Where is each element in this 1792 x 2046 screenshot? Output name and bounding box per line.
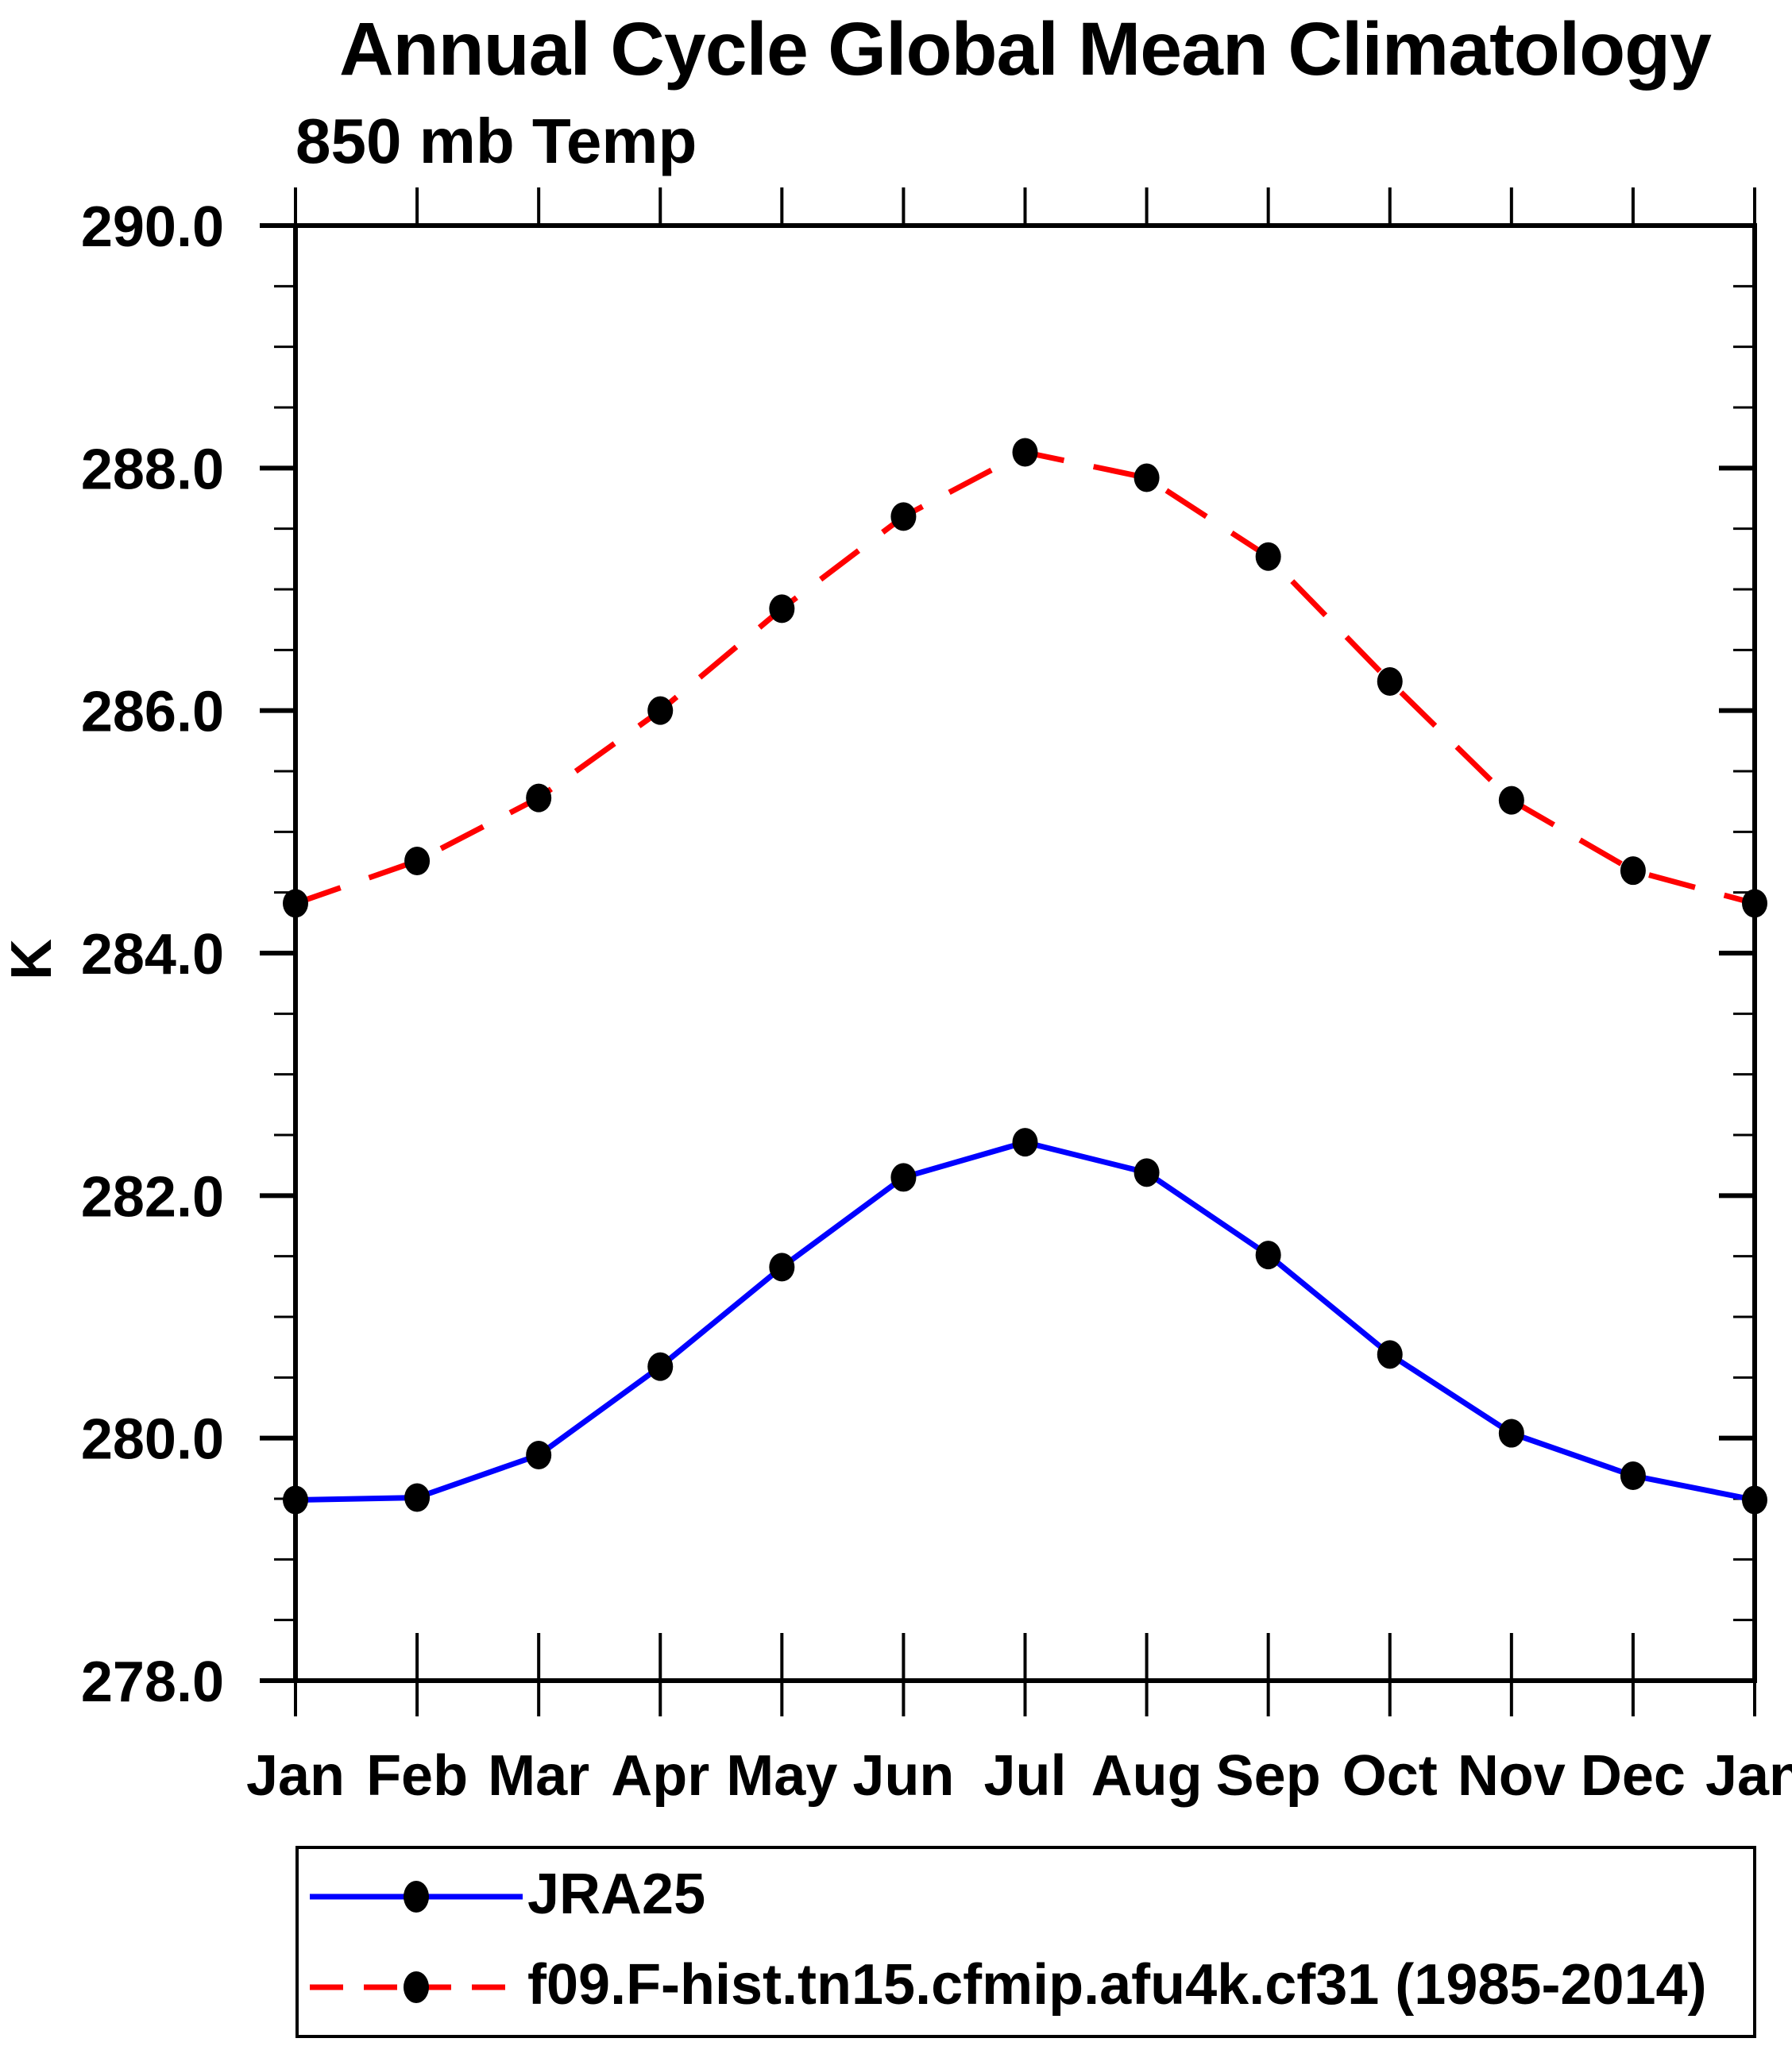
x-tick-label: May bbox=[726, 1744, 837, 1808]
data-point-marker bbox=[1255, 542, 1281, 571]
data-point-marker bbox=[1377, 1340, 1403, 1369]
y-axis-label: K bbox=[0, 939, 64, 980]
legend-label-jra25: JRA25 bbox=[527, 1863, 706, 1926]
y-tick-label: 284.0 bbox=[81, 923, 224, 986]
x-tick-label: Nov bbox=[1458, 1744, 1566, 1808]
x-tick-label: Jan bbox=[246, 1744, 345, 1808]
x-tick-label: Feb bbox=[366, 1744, 468, 1808]
y-tick-label: 290.0 bbox=[81, 195, 224, 259]
x-tick-label: Oct bbox=[1342, 1744, 1438, 1808]
data-point-marker bbox=[1012, 438, 1038, 467]
data-point-marker bbox=[890, 1163, 917, 1192]
data-point-marker bbox=[1620, 856, 1646, 886]
legend-sample-marker bbox=[404, 1971, 429, 2003]
x-tick-label: Jun bbox=[852, 1744, 954, 1808]
data-point-marker bbox=[526, 783, 552, 813]
y-tick-label: 278.0 bbox=[81, 1650, 224, 1714]
data-point-marker bbox=[769, 594, 795, 623]
data-point-marker bbox=[769, 1253, 795, 1282]
legend-sample-line-jra25 bbox=[310, 1881, 523, 1913]
data-point-marker bbox=[526, 1441, 552, 1470]
y-tick-label: 288.0 bbox=[81, 438, 224, 501]
data-point-marker bbox=[1742, 889, 1767, 918]
data-point-marker bbox=[404, 846, 431, 875]
data-point-marker bbox=[647, 696, 674, 725]
chart-title: Annual Cycle Global Mean Climatology bbox=[338, 7, 1712, 91]
data-point-marker bbox=[1498, 1419, 1524, 1448]
y-tick-label: 282.0 bbox=[81, 1165, 224, 1229]
x-tick-label: Jul bbox=[983, 1744, 1066, 1808]
legend-item-jra25: JRA25 bbox=[305, 1857, 1753, 1936]
data-point-marker bbox=[890, 502, 917, 531]
legend-box: JRA25 f09.F-hist.tn15.cfmip.afu4k.cf31 (… bbox=[295, 1846, 1756, 2038]
data-point-marker bbox=[1134, 1158, 1160, 1187]
data-point-marker bbox=[1620, 1461, 1646, 1490]
data-point-marker bbox=[283, 1485, 308, 1515]
y-tick-label: 280.0 bbox=[81, 1408, 224, 1472]
x-tick-label: Mar bbox=[488, 1744, 589, 1808]
x-tick-label: Dec bbox=[1581, 1744, 1686, 1808]
x-tick-label: Aug bbox=[1091, 1744, 1203, 1808]
series-line-f09 bbox=[294, 449, 1755, 906]
data-point-marker bbox=[404, 1483, 431, 1512]
legend-sample-line-f09 bbox=[310, 1971, 523, 2003]
data-point-marker bbox=[1255, 1241, 1281, 1270]
data-point-marker bbox=[1012, 1128, 1038, 1157]
x-tick-label: Jan bbox=[1705, 1744, 1792, 1808]
data-point-marker bbox=[1134, 463, 1160, 492]
series-line-jra25 bbox=[295, 1139, 1755, 1503]
x-tick-label: Sep bbox=[1216, 1744, 1321, 1808]
data-point-marker bbox=[647, 1352, 674, 1381]
y-tick-label: 286.0 bbox=[81, 681, 224, 744]
data-point-marker bbox=[1742, 1485, 1767, 1515]
data-point-marker bbox=[1498, 786, 1524, 815]
data-point-marker bbox=[1377, 667, 1403, 697]
data-point-marker bbox=[283, 889, 308, 918]
chart-subtitle: 850 mb Temp bbox=[295, 106, 697, 176]
legend-sample-marker bbox=[404, 1881, 429, 1913]
legend-label-f09: f09.F-hist.tn15.cfmip.afu4k.cf31 (1985-2… bbox=[527, 1953, 1707, 2017]
legend-item-f09: f09.F-hist.tn15.cfmip.afu4k.cf31 (1985-2… bbox=[305, 1948, 1753, 2027]
x-tick-label: Apr bbox=[611, 1744, 709, 1808]
